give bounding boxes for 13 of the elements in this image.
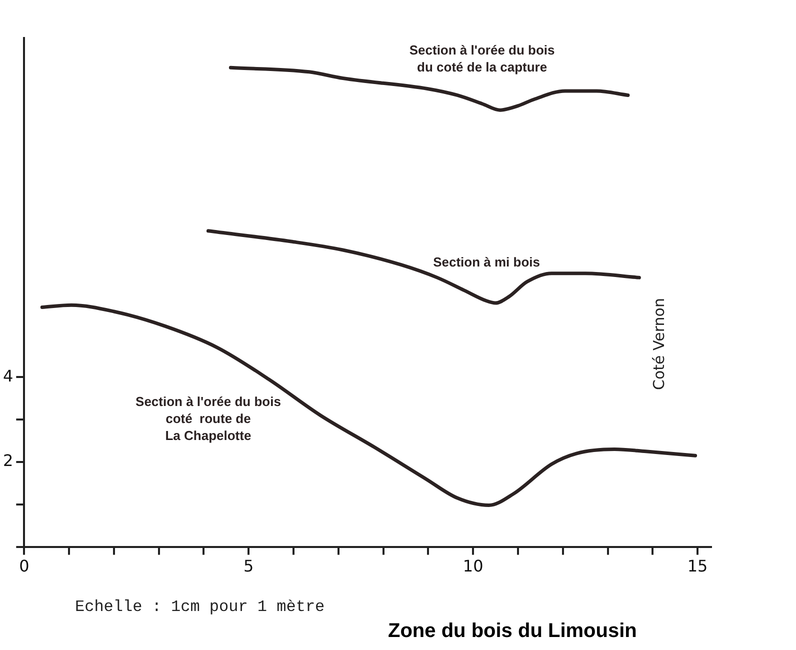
series-label: Section à mi bois: [433, 254, 540, 270]
line-series: [206, 229, 641, 305]
x-tick-label: 15: [687, 556, 708, 576]
y-tick-label: 4: [2, 366, 14, 386]
series-label: Section à l'orée du bois coté route de La Chapelotte: [136, 394, 281, 444]
x-tick-label: 10: [462, 556, 484, 576]
x-tick-label: 5: [244, 556, 254, 576]
text: Echelle : 1cm pour 1 mètre: [75, 598, 325, 616]
annotation: Coté Vernon: [650, 298, 668, 390]
y-tick-label: 2: [2, 451, 14, 470]
text: Zone du bois du Limousin: [388, 620, 637, 643]
series-label: Section à l'orée du bois du coté de la capture: [409, 42, 555, 74]
x-tick-label: 0: [19, 556, 30, 576]
